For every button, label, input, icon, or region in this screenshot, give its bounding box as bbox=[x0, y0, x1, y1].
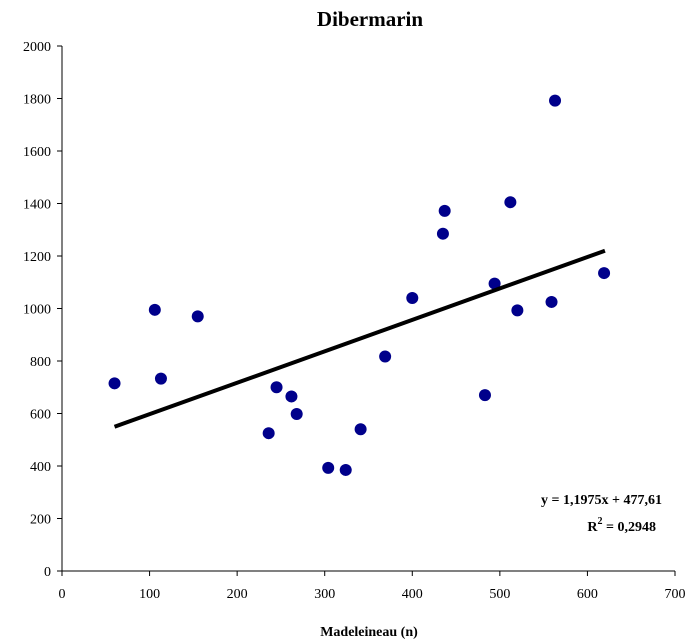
trendline-equation: y = 1,1975x + 477,61 bbox=[541, 493, 662, 508]
data-point bbox=[406, 292, 419, 304]
x-tick-label: 600 bbox=[577, 587, 598, 602]
data-point bbox=[322, 461, 335, 474]
data-point bbox=[262, 427, 275, 440]
y-ticks: 0 200 400 600 800 1000 1200 1400 1600 1800 2000 bbox=[23, 40, 62, 580]
x-tick-label: 300 bbox=[314, 587, 335, 602]
data-point bbox=[488, 277, 501, 290]
y-tick-label: 1000 bbox=[23, 303, 51, 318]
y-tick-label: 400 bbox=[30, 460, 51, 475]
data-point bbox=[285, 390, 298, 403]
data-point bbox=[545, 295, 558, 308]
data-point bbox=[191, 310, 204, 323]
data-point bbox=[154, 372, 167, 385]
data-point bbox=[290, 408, 303, 421]
r2-value: = 0,2948 bbox=[603, 520, 656, 535]
data-point bbox=[270, 381, 283, 394]
data-point bbox=[354, 423, 367, 436]
x-tick-label: 200 bbox=[227, 587, 248, 602]
trendline-r2: R2 = 0,2948 bbox=[587, 516, 656, 535]
y-tick-label: 200 bbox=[30, 513, 51, 528]
data-point bbox=[504, 196, 517, 209]
data-point bbox=[339, 463, 352, 476]
r2-prefix: R bbox=[587, 520, 598, 535]
x-tick-label: 500 bbox=[489, 587, 510, 602]
y-tick-label: 0 bbox=[44, 565, 51, 580]
y-tick-label: 2000 bbox=[23, 40, 51, 55]
data-point bbox=[549, 94, 562, 107]
data-points bbox=[108, 94, 611, 476]
y-tick-label: 800 bbox=[30, 355, 51, 370]
data-point bbox=[511, 304, 524, 317]
x-tick-label: 0 bbox=[59, 587, 66, 602]
x-tick-label: 100 bbox=[139, 587, 160, 602]
x-axis-title: Madeleineau (n) bbox=[320, 625, 418, 640]
y-tick-label: 1400 bbox=[23, 198, 51, 213]
y-tick-label: 600 bbox=[30, 408, 51, 423]
y-tick-label: 1200 bbox=[23, 250, 51, 265]
trendline bbox=[113, 248, 606, 429]
data-point bbox=[436, 227, 449, 240]
y-tick-label: 1800 bbox=[23, 93, 51, 108]
data-point bbox=[438, 204, 451, 217]
r2-superscript: 2 bbox=[598, 516, 603, 527]
data-point bbox=[148, 303, 161, 316]
data-point bbox=[598, 267, 611, 280]
x-tick-label: 400 bbox=[402, 587, 423, 602]
data-point bbox=[478, 389, 491, 402]
y-tick-label: 1600 bbox=[23, 145, 51, 160]
data-point bbox=[108, 377, 121, 390]
chart-title: Dibermarin bbox=[317, 7, 423, 31]
x-tick-label: 700 bbox=[665, 587, 686, 602]
data-point bbox=[379, 350, 392, 363]
x-ticks: 0 100 200 300 400 500 600 700 bbox=[59, 571, 686, 602]
